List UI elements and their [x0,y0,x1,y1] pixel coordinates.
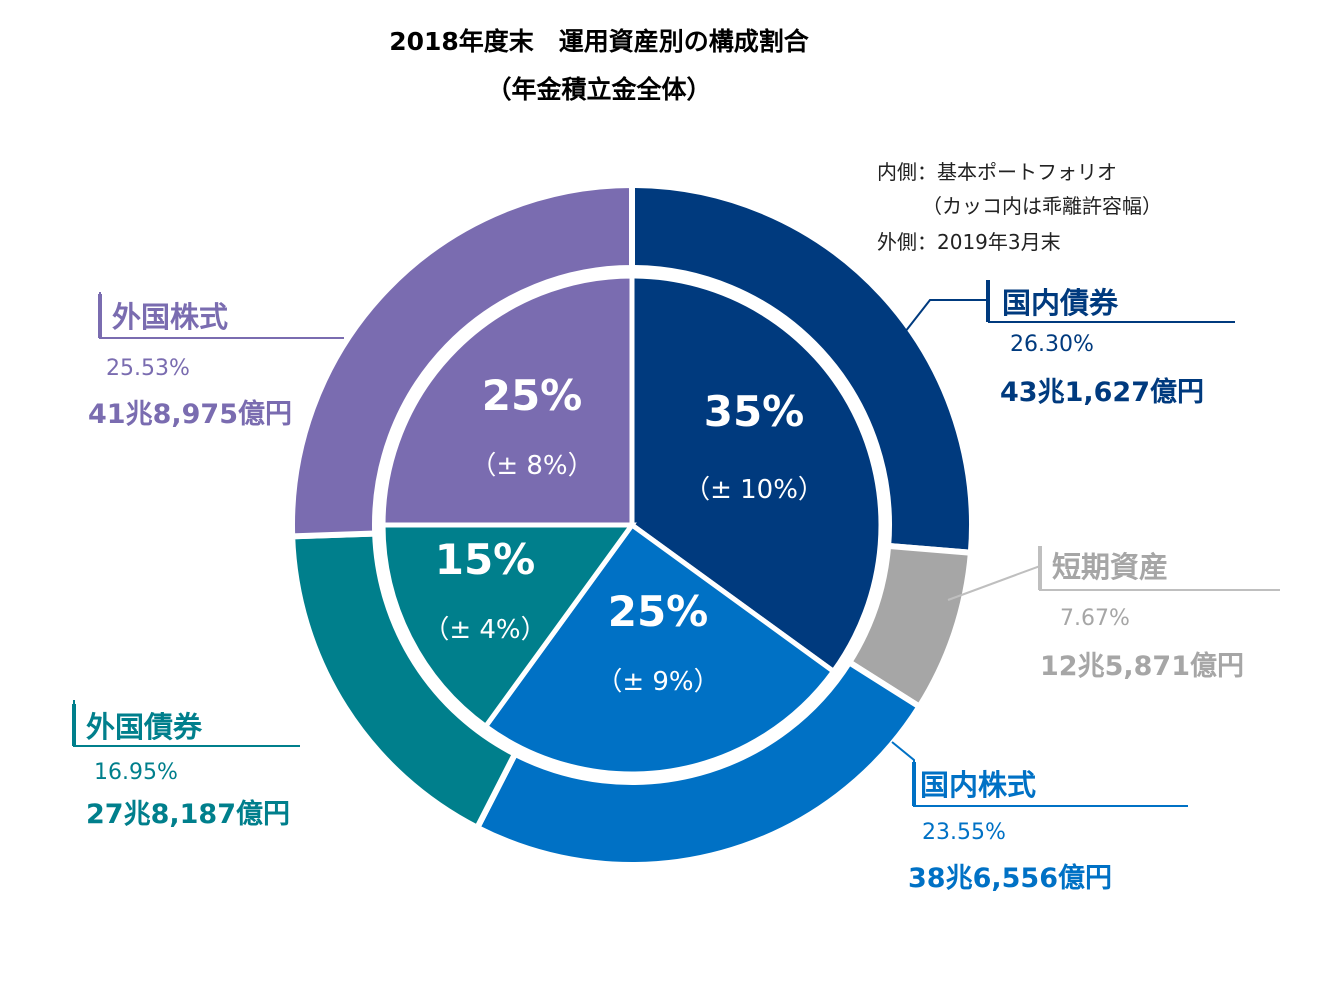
label-foreign-stocks-percent: 25.53% [106,356,190,381]
inner-labels: 35% （± 10%） 25% （± 9%） 15% （± 4%） 25% （± 8%） [423,371,824,697]
label-domestic-stocks-name: 国内株式 [920,768,1037,802]
legend-note-inner: 内側：基本ポートフォリオ [877,160,1117,184]
chart-title: 2018年度末 運用資産別の構成割合 [389,27,809,56]
inner-ring [375,268,889,782]
inner-tolerance-label-2: （± 4%） [423,615,546,645]
label-domestic-bonds-amount: 43兆1,627億円 [1000,377,1204,408]
ring-separator [375,268,889,782]
label-domestic-bonds-name: 国内債券 [1002,286,1119,320]
label-short-term-amount: 12兆5,871億円 [1040,651,1244,682]
label-short-term-name: 短期資産 [1052,550,1169,584]
label-domestic-bonds-percent: 26.30% [1010,332,1094,357]
inner-tolerance-label-3: （± 8%） [470,451,593,481]
label-short-term-percent: 7.67% [1060,606,1130,631]
legend-note-tolerance: （カッコ内は乖離許容幅） [922,194,1162,218]
inner-slice-2 [380,522,637,730]
label-foreign-bonds-name: 外国債券 [86,710,203,744]
label-domestic-stocks-amount: 38兆6,556億円 [908,863,1112,894]
label-domestic-stocks-percent: 23.55% [922,820,1006,845]
leader-lines [72,280,1280,807]
inner-percent-label-3: 25% [482,371,583,420]
chart-subtitle: （年金積立金全体） [486,75,712,104]
inner-slice-3 [380,273,635,528]
inner-slice-1 [482,521,837,777]
inner-percent-label-0: 35% [704,387,805,436]
inner-tolerance-label-0: （± 10%） [684,475,824,505]
label-foreign-stocks-name: 外国株式 [112,300,229,334]
label-foreign-stocks-amount: 41兆8,975億円 [88,399,292,430]
inner-percent-label-2: 15% [435,535,536,584]
label-foreign-bonds-amount: 27兆8,187億円 [86,799,290,830]
legend-note-outer: 外側：2019年3月末 [877,230,1061,254]
label-foreign-bonds-percent: 16.95% [94,760,178,785]
inner-slice-0 [629,273,884,675]
inner-percent-label-1: 25% [608,587,709,636]
inner-tolerance-label-1: （± 9%） [596,667,719,697]
